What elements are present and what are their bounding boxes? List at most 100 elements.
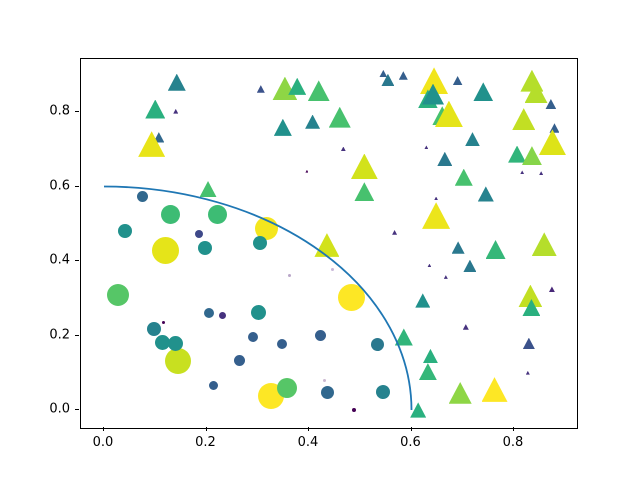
scatter-point-triangle <box>538 129 566 155</box>
scatter-point-triangle <box>422 202 451 229</box>
scatter-point-circle <box>204 308 215 319</box>
x-tick-mark <box>513 427 514 431</box>
scatter-point-circle <box>197 240 212 255</box>
scatter-point-triangle <box>153 132 165 143</box>
scatter-point-triangle <box>520 170 525 175</box>
y-tick-mark <box>75 185 79 187</box>
scatter-point-triangle <box>392 229 398 235</box>
scatter-point-triangle <box>418 363 437 381</box>
scatter-point-circle <box>371 337 385 351</box>
x-tick-label: 0.0 <box>92 435 114 450</box>
plot-area <box>80 58 578 429</box>
y-tick-label: 0.4 <box>49 252 70 268</box>
scatter-point-circle <box>247 331 258 342</box>
y-tick-label: 0.2 <box>49 327 70 342</box>
scatter-point-circle <box>375 385 390 400</box>
scatter-point-triangle <box>463 259 477 272</box>
scatter-point-triangle <box>328 106 351 128</box>
scatter-point-triangle <box>539 171 544 175</box>
scatter-point-triangle <box>549 123 560 133</box>
scatter-point-triangle <box>508 145 527 163</box>
y-tick-mark <box>75 334 79 336</box>
scatter-point-triangle <box>167 73 186 91</box>
scatter-point-triangle <box>173 108 179 114</box>
scatter-point-circle <box>276 377 297 398</box>
scatter-point-triangle <box>521 146 542 166</box>
x-tick-mark <box>308 427 309 431</box>
scatter-point-triangle <box>256 85 265 93</box>
scatter-point-triangle <box>398 71 408 80</box>
scatter-point-triangle <box>451 241 465 254</box>
scatter-point-triangle <box>454 168 473 186</box>
scatter-point-triangle <box>548 286 555 293</box>
x-tick-label: 0.2 <box>195 435 216 450</box>
scatter-point-circle <box>320 385 334 399</box>
scatter-point-triangle <box>512 108 536 130</box>
y-tick-label: 0.0 <box>49 401 70 417</box>
scatter-point-triangle <box>410 402 427 418</box>
y-tick-mark <box>75 260 79 261</box>
scatter-point-triangle <box>477 186 494 202</box>
scatter-point-triangle <box>422 348 438 364</box>
scatter-point-triangle <box>138 131 166 157</box>
y-tick-label: 0.8 <box>49 103 70 119</box>
scatter-point-triangle <box>448 381 472 404</box>
scatter-point-triangle <box>437 151 453 167</box>
x-tick-label: 0.6 <box>400 435 421 450</box>
scatter-point-circle <box>253 236 268 251</box>
scatter-point-triangle <box>520 69 544 92</box>
scatter-point-circle <box>351 408 356 412</box>
x-tick-mark <box>410 427 412 431</box>
x-tick-label: 0.8 <box>502 435 524 450</box>
scatter-point-triangle <box>485 239 506 259</box>
scatter-point-triangle <box>473 82 494 102</box>
scatter-point-triangle <box>522 337 535 349</box>
scatter-point-triangle <box>350 153 378 180</box>
scatter-point-triangle <box>481 377 508 402</box>
scatter-point-triangle <box>305 114 321 129</box>
scatter-point-triangle <box>354 182 375 202</box>
scatter-point-triangle <box>305 169 309 173</box>
y-tick-label: 0.6 <box>49 178 70 193</box>
y-tick-mark <box>75 111 79 112</box>
scatter-point-triangle <box>531 232 557 257</box>
scatter-point-circle <box>152 237 179 265</box>
x-tick-mark <box>103 427 104 431</box>
scatter-point-circle <box>165 347 192 374</box>
scatter-point-triangle <box>288 77 307 95</box>
scatter-point-triangle <box>394 328 413 346</box>
scatter-point-circle <box>195 229 204 238</box>
scatter-point-circle <box>322 378 326 382</box>
x-tick-label: 0.4 <box>297 435 319 450</box>
scatter-point-circle <box>107 284 130 307</box>
scatter-point-triangle <box>424 145 429 150</box>
scatter-point-triangle <box>145 99 166 119</box>
scatter-point-circle <box>161 320 165 324</box>
scatter-point-triangle <box>464 132 480 147</box>
x-tick-mark <box>205 427 207 431</box>
scatter-point-triangle <box>340 146 346 152</box>
scatter-point-triangle <box>462 324 469 330</box>
scatter-point-circle <box>250 305 266 321</box>
scatter-point-circle <box>147 322 162 337</box>
scatter-point-circle <box>330 268 334 272</box>
scatter-point-triangle <box>379 69 388 78</box>
scatter-point-circle <box>234 355 246 367</box>
scatter-point-circle <box>137 190 149 202</box>
scatter-point-triangle <box>199 181 217 198</box>
scatter-point-triangle <box>314 233 340 257</box>
scatter-point-triangle <box>434 196 439 201</box>
scatter-point-circle <box>288 274 292 278</box>
scatter-point-circle <box>117 223 132 238</box>
scatter-point-triangle <box>545 98 557 110</box>
y-tick-mark <box>75 409 79 410</box>
scatter-point-triangle <box>307 80 330 102</box>
scatter-point-triangle <box>525 370 530 375</box>
scatter-point-circle <box>219 311 227 319</box>
scatter-point-triangle <box>443 275 448 279</box>
scatter-point-circle <box>337 284 365 312</box>
scatter-point-triangle <box>415 293 431 308</box>
scatter-point-triangle <box>452 75 463 86</box>
scatter-point-triangle <box>427 263 432 268</box>
